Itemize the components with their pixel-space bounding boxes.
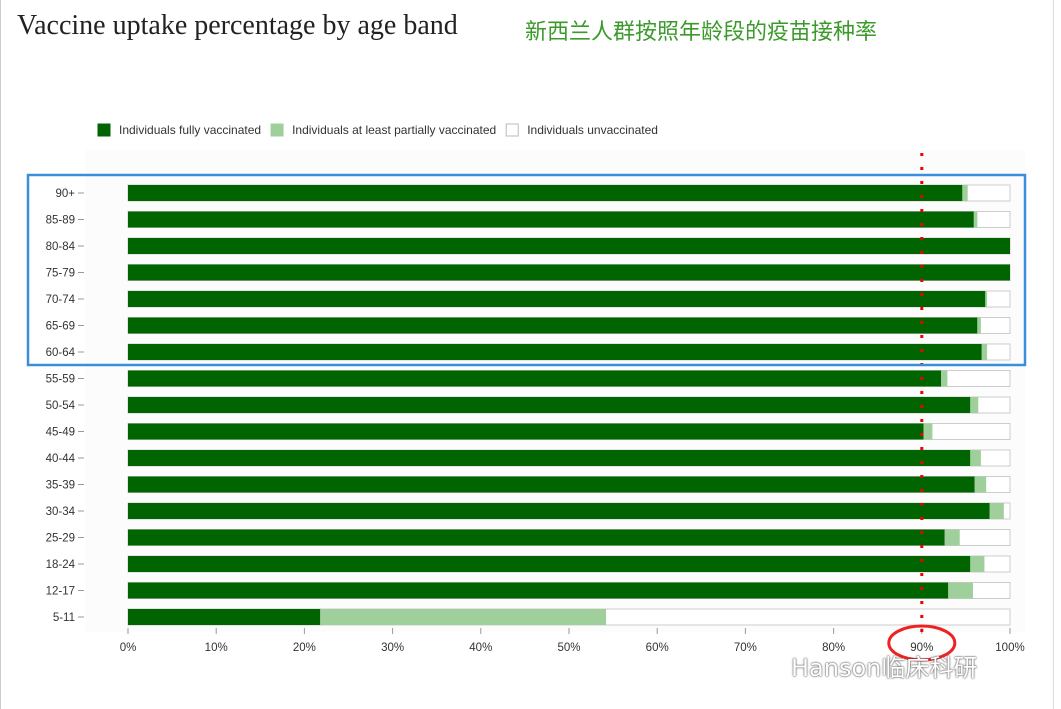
bar-fully-80-84	[128, 238, 1010, 254]
bar-partial-5-11	[320, 609, 607, 625]
bar-fully-35-39	[128, 476, 975, 493]
bar-fully-18-24	[128, 556, 971, 572]
bar-partial-90+	[962, 185, 968, 201]
plot-area	[85, 150, 1025, 632]
y-tick-label: 18-24	[46, 559, 76, 571]
x-tick-label: 60%	[646, 642, 669, 654]
legend-swatch-1	[270, 123, 284, 137]
y-tick-label: 55-59	[46, 374, 75, 386]
watermark: Hanson临床科研	[791, 654, 978, 682]
bar-partial-60-64	[981, 344, 988, 360]
divider	[1053, 0, 1054, 709]
x-tick-label: 20%	[293, 642, 316, 654]
bar-partial-18-24	[970, 556, 985, 572]
bar-fully-90+	[128, 185, 963, 201]
bar-fully-12-17	[128, 582, 949, 599]
legend-label-1: Individuals at least partially vaccinate…	[292, 123, 496, 137]
y-tick-label: 85-89	[46, 215, 75, 227]
bar-partial-25-29	[944, 529, 960, 546]
bar-partial-30-34	[989, 503, 1004, 519]
bar-partial-70-74	[985, 291, 988, 307]
x-tick-label: 40%	[469, 642, 492, 654]
y-tick-label: 70-74	[46, 294, 76, 306]
bar-partial-12-17	[948, 582, 973, 599]
chart-subtitle: 新西兰人群按照年龄段的疫苗接种率	[525, 20, 878, 45]
y-tick-label: 30-34	[46, 506, 76, 518]
legend-swatch-2	[505, 123, 519, 137]
y-tick-label: 40-44	[46, 453, 76, 465]
y-tick-label: 50-54	[46, 400, 76, 412]
bar-fully-75-79	[128, 264, 1010, 281]
legend-swatch-0	[97, 123, 111, 137]
bar-fully-40-44	[128, 450, 971, 466]
y-tick-label: 25-29	[46, 533, 75, 545]
bar-fully-85-89	[128, 211, 974, 228]
y-tick-label: 45-49	[46, 427, 75, 439]
bar-fully-55-59	[128, 370, 942, 387]
y-tick-label: 5-11	[53, 612, 75, 624]
x-tick-label: 70%	[734, 642, 757, 654]
x-tick-label: 50%	[557, 642, 580, 654]
y-tick-label: 12-17	[46, 586, 75, 598]
x-tick-label: 90%	[910, 642, 933, 654]
bar-fully-25-29	[128, 529, 945, 546]
y-tick-label: 65-69	[46, 321, 75, 333]
bar-fully-45-49	[128, 423, 924, 440]
bar-partial-55-59	[941, 370, 948, 387]
y-tick-label: 60-64	[46, 347, 76, 359]
x-tick-label: 0%	[120, 642, 137, 654]
bar-partial-35-39	[974, 476, 987, 493]
legend-label-0: Individuals fully vaccinated	[119, 123, 261, 137]
legend-label-2: Individuals unvaccinated	[527, 123, 658, 137]
bar-fully-5-11	[128, 609, 321, 625]
bar-fully-60-64	[128, 344, 982, 360]
bar-fully-30-34	[128, 503, 990, 519]
bar-partial-40-44	[970, 450, 981, 466]
x-tick-label: 10%	[205, 642, 228, 654]
highlight-box	[26, 173, 1027, 367]
bar-partial-50-54	[970, 397, 979, 413]
bar-fully-70-74	[128, 291, 986, 307]
x-tick-label: 80%	[822, 642, 845, 654]
y-tick-label: 35-39	[46, 480, 75, 492]
bar-partial-45-49	[923, 423, 933, 440]
x-tick-label: 100%	[995, 642, 1024, 654]
bar-partial-85-89	[973, 211, 978, 228]
y-tick-label: 90+	[55, 188, 75, 200]
highlight-circle	[887, 624, 957, 662]
y-tick-label: 75-79	[46, 268, 75, 280]
x-tick-label: 30%	[381, 642, 404, 654]
y-tick-label: 80-84	[46, 241, 76, 253]
bar-fully-65-69	[128, 317, 978, 334]
bar-partial-65-69	[977, 317, 981, 334]
chart-title: Vaccine uptake percentage by age band	[17, 10, 458, 41]
bar-fully-50-54	[128, 397, 971, 413]
